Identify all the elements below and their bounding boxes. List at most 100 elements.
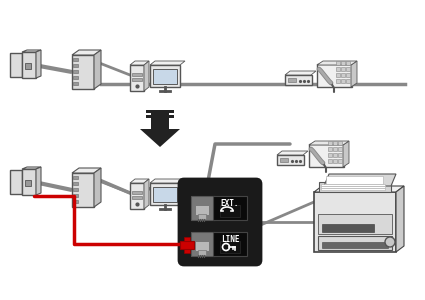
FancyBboxPatch shape <box>198 214 206 219</box>
Polygon shape <box>22 52 36 78</box>
FancyBboxPatch shape <box>341 79 345 83</box>
FancyBboxPatch shape <box>328 141 332 145</box>
Polygon shape <box>140 129 180 147</box>
FancyBboxPatch shape <box>341 67 345 71</box>
Polygon shape <box>130 61 149 65</box>
FancyBboxPatch shape <box>73 76 78 79</box>
FancyBboxPatch shape <box>130 65 144 91</box>
Polygon shape <box>22 50 41 52</box>
Polygon shape <box>72 168 101 173</box>
FancyBboxPatch shape <box>130 183 144 209</box>
FancyBboxPatch shape <box>191 232 215 256</box>
FancyBboxPatch shape <box>146 110 174 113</box>
FancyBboxPatch shape <box>73 182 78 185</box>
FancyBboxPatch shape <box>326 176 383 184</box>
FancyBboxPatch shape <box>72 173 94 207</box>
FancyBboxPatch shape <box>73 58 78 61</box>
Bar <box>25 63 31 69</box>
FancyBboxPatch shape <box>184 237 190 253</box>
FancyBboxPatch shape <box>341 61 345 65</box>
FancyBboxPatch shape <box>338 141 342 145</box>
Bar <box>25 180 31 186</box>
Polygon shape <box>277 151 308 155</box>
FancyBboxPatch shape <box>338 147 342 151</box>
FancyBboxPatch shape <box>150 183 180 205</box>
FancyBboxPatch shape <box>195 205 209 215</box>
FancyBboxPatch shape <box>322 224 374 232</box>
Polygon shape <box>150 61 185 65</box>
FancyBboxPatch shape <box>220 241 240 253</box>
FancyBboxPatch shape <box>322 242 388 248</box>
FancyBboxPatch shape <box>151 113 169 129</box>
FancyBboxPatch shape <box>146 115 174 118</box>
FancyBboxPatch shape <box>132 196 142 199</box>
Text: EXT.: EXT. <box>221 199 239 208</box>
FancyBboxPatch shape <box>321 186 385 188</box>
FancyBboxPatch shape <box>328 147 332 151</box>
FancyBboxPatch shape <box>318 214 392 234</box>
FancyBboxPatch shape <box>314 192 396 252</box>
FancyBboxPatch shape <box>153 69 177 84</box>
FancyBboxPatch shape <box>73 82 78 85</box>
FancyBboxPatch shape <box>213 232 247 256</box>
FancyBboxPatch shape <box>72 55 94 89</box>
Polygon shape <box>309 141 349 145</box>
FancyBboxPatch shape <box>198 250 206 255</box>
FancyBboxPatch shape <box>333 159 337 163</box>
FancyBboxPatch shape <box>321 188 385 190</box>
FancyBboxPatch shape <box>179 179 261 265</box>
Polygon shape <box>130 179 149 183</box>
Polygon shape <box>94 50 101 89</box>
FancyBboxPatch shape <box>336 67 340 71</box>
FancyBboxPatch shape <box>309 144 344 167</box>
Polygon shape <box>72 50 101 55</box>
Polygon shape <box>319 182 391 192</box>
FancyBboxPatch shape <box>346 79 350 83</box>
FancyBboxPatch shape <box>277 155 304 165</box>
Polygon shape <box>22 167 41 169</box>
Polygon shape <box>396 186 404 252</box>
FancyBboxPatch shape <box>336 79 340 83</box>
FancyBboxPatch shape <box>317 64 352 87</box>
Polygon shape <box>36 50 41 78</box>
FancyBboxPatch shape <box>346 67 350 71</box>
FancyBboxPatch shape <box>10 170 22 194</box>
FancyBboxPatch shape <box>213 196 247 220</box>
FancyBboxPatch shape <box>73 200 78 203</box>
FancyBboxPatch shape <box>321 184 385 186</box>
FancyBboxPatch shape <box>153 187 177 202</box>
Polygon shape <box>324 174 396 186</box>
Polygon shape <box>36 167 41 195</box>
FancyBboxPatch shape <box>318 236 392 250</box>
FancyBboxPatch shape <box>336 61 340 65</box>
Text: LINE: LINE <box>221 235 239 244</box>
FancyBboxPatch shape <box>333 147 337 151</box>
FancyBboxPatch shape <box>73 70 78 73</box>
Polygon shape <box>22 169 36 195</box>
FancyBboxPatch shape <box>333 153 337 157</box>
Polygon shape <box>144 179 149 209</box>
FancyBboxPatch shape <box>73 188 78 191</box>
FancyBboxPatch shape <box>288 78 296 82</box>
FancyBboxPatch shape <box>180 241 194 249</box>
FancyBboxPatch shape <box>338 153 342 157</box>
FancyBboxPatch shape <box>346 61 350 65</box>
FancyBboxPatch shape <box>132 191 142 194</box>
FancyBboxPatch shape <box>333 141 337 145</box>
FancyBboxPatch shape <box>150 65 180 87</box>
Polygon shape <box>150 179 185 183</box>
FancyBboxPatch shape <box>195 241 209 251</box>
FancyBboxPatch shape <box>73 176 78 179</box>
FancyBboxPatch shape <box>280 158 288 162</box>
FancyBboxPatch shape <box>10 53 22 77</box>
FancyBboxPatch shape <box>73 194 78 197</box>
Polygon shape <box>285 71 316 75</box>
FancyBboxPatch shape <box>132 78 142 81</box>
FancyBboxPatch shape <box>220 205 240 217</box>
Polygon shape <box>94 168 101 207</box>
FancyBboxPatch shape <box>191 196 215 220</box>
Polygon shape <box>317 61 357 65</box>
Polygon shape <box>343 141 349 167</box>
Polygon shape <box>144 61 149 91</box>
Circle shape <box>385 237 395 247</box>
